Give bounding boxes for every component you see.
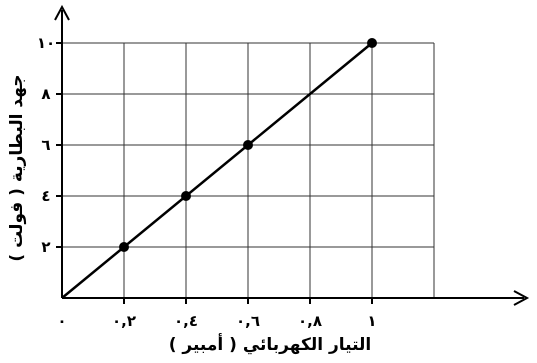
data-point bbox=[367, 38, 377, 48]
y-tick-label: ٤ bbox=[41, 187, 50, 205]
x-tick-label: ٠,٨ bbox=[298, 312, 322, 330]
x-tick-label: ٠,٤ bbox=[174, 312, 198, 330]
data-series bbox=[61, 38, 377, 299]
grid bbox=[62, 42, 435, 298]
x-tick-label: ٠,٦ bbox=[236, 312, 260, 330]
y-tick-label: ١٠ bbox=[37, 34, 55, 52]
tick-labels: ٠,٢ ٠,٤ ٠,٦ ٠,٨ ١ ٢ ٤ ٦ ٨ ١٠ ٠ bbox=[37, 34, 377, 330]
y-axis-title: جهد البطارية ( فولت ) bbox=[7, 74, 27, 261]
data-point bbox=[181, 191, 191, 201]
data-point bbox=[243, 140, 253, 150]
axes bbox=[54, 4, 530, 306]
series-line bbox=[61, 42, 373, 299]
origin-label: ٠ bbox=[57, 312, 66, 330]
y-tick-label: ٦ bbox=[41, 136, 50, 154]
x-tick-label: ١ bbox=[367, 312, 376, 330]
y-tick-label: ٨ bbox=[41, 85, 50, 103]
x-axis-title: التيار الكهربائي ( أمبير ) bbox=[169, 333, 372, 355]
x-axis-arrow bbox=[513, 290, 530, 306]
y-axis-arrow bbox=[54, 4, 70, 21]
x-tick-label: ٠,٢ bbox=[112, 312, 136, 330]
data-point bbox=[119, 242, 129, 252]
y-tick-label: ٢ bbox=[41, 238, 50, 256]
